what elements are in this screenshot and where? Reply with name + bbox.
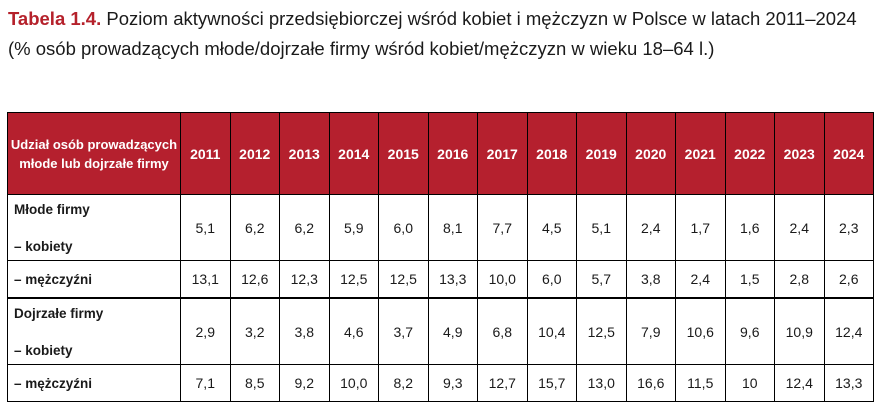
table-cell: 9,6 xyxy=(724,297,775,365)
table-row-mature-women: Dojrzałe firmy – kobiety 2,9 3,2 3,8 4,6… xyxy=(7,297,874,365)
table-cell: 5,1 xyxy=(180,194,231,261)
table-cell: 1,7 xyxy=(675,194,726,261)
table-cell: 16,6 xyxy=(625,364,676,402)
year-header: 2023 xyxy=(774,112,825,195)
table-cell: 13,0 xyxy=(576,364,627,402)
table-cell: 4,6 xyxy=(328,297,379,365)
year-header: 2013 xyxy=(279,112,330,195)
table-cell: 9,2 xyxy=(279,364,330,402)
table-cell: 2,4 xyxy=(774,194,825,261)
table-cell: 7,9 xyxy=(625,297,676,365)
table-cell: 8,2 xyxy=(378,364,429,402)
table-cell: 4,9 xyxy=(427,297,478,365)
year-header: 2018 xyxy=(526,112,577,195)
table-cell: 8,1 xyxy=(427,194,478,261)
table-cell: 3,8 xyxy=(279,297,330,365)
table-cell: 6,2 xyxy=(279,194,330,261)
table-cell: 12,4 xyxy=(774,364,825,402)
table-cell: 12,6 xyxy=(229,260,280,299)
table-cell: 10,9 xyxy=(774,297,825,365)
table-cell: 12,7 xyxy=(477,364,528,402)
table-cell: 12,5 xyxy=(328,260,379,299)
women-label: – kobiety xyxy=(14,342,73,358)
table-cell: 1,6 xyxy=(724,194,775,261)
year-header: 2012 xyxy=(229,112,280,195)
table-cell: 6,8 xyxy=(477,297,528,365)
table-cell: 13,3 xyxy=(823,364,874,402)
year-header: 2024 xyxy=(823,112,874,195)
table-cell: 2,9 xyxy=(180,297,231,365)
table-cell: 7,7 xyxy=(477,194,528,261)
group-title: Dojrzałe firmy xyxy=(14,305,104,321)
table-row-young-women: Młode firmy – kobiety 5,1 6,2 6,2 5,9 6,… xyxy=(7,194,874,261)
table-cell: 2,4 xyxy=(675,260,726,299)
group-title: Młode firmy xyxy=(14,201,90,217)
table-cell: 3,8 xyxy=(625,260,676,299)
table-cell: 10 xyxy=(724,364,775,402)
caption-label: Tabela 1.4. xyxy=(8,8,102,29)
year-header: 2019 xyxy=(576,112,627,195)
table-cell: 12,5 xyxy=(378,260,429,299)
table-cell: 2,6 xyxy=(823,260,874,299)
corner-header: Udział osób prowadzących młode lub dojrz… xyxy=(7,112,181,195)
table-cell: 10,4 xyxy=(526,297,577,365)
table-cell: 12,5 xyxy=(576,297,627,365)
table-cell: 9,3 xyxy=(427,364,478,402)
year-header: 2020 xyxy=(625,112,676,195)
table-cell: 10,6 xyxy=(675,297,726,365)
table-cell: 13,1 xyxy=(180,260,231,299)
year-header: 2016 xyxy=(427,112,478,195)
table-cell: 10,0 xyxy=(477,260,528,299)
row-label: Młode firmy – kobiety xyxy=(7,194,181,261)
header-row: Udział osób prowadzących młode lub dojrz… xyxy=(7,112,874,195)
table-cell: 3,7 xyxy=(378,297,429,365)
year-header: 2021 xyxy=(675,112,726,195)
table-cell: 3,2 xyxy=(229,297,280,365)
table-cell: 11,5 xyxy=(675,364,726,402)
men-label: – mężczyźni xyxy=(7,260,181,299)
men-label: – mężczyźni xyxy=(7,364,181,402)
table-cell: 2,8 xyxy=(774,260,825,299)
table-cell: 15,7 xyxy=(526,364,577,402)
year-header: 2017 xyxy=(477,112,528,195)
table-cell: 13,3 xyxy=(427,260,478,299)
table-cell: 5,9 xyxy=(328,194,379,261)
table-cell: 1,5 xyxy=(724,260,775,299)
table-cell: 6,0 xyxy=(378,194,429,261)
year-header: 2015 xyxy=(378,112,429,195)
row-label: Dojrzałe firmy – kobiety xyxy=(7,297,181,365)
table-cell: 10,0 xyxy=(328,364,379,402)
table-row-young-men: – mężczyźni 13,1 12,6 12,3 12,5 12,5 13,… xyxy=(7,260,874,299)
table-cell: 6,0 xyxy=(526,260,577,299)
caption-text: Poziom aktywności przedsiębiorczej wśród… xyxy=(8,8,857,59)
table-cell: 8,5 xyxy=(229,364,280,402)
table-cell: 2,4 xyxy=(625,194,676,261)
table-cell: 4,5 xyxy=(526,194,577,261)
table-caption: Tabela 1.4. Poziom aktywności przedsiębi… xyxy=(8,4,868,64)
year-header: 2011 xyxy=(180,112,231,195)
year-header: 2022 xyxy=(724,112,775,195)
table-cell: 12,3 xyxy=(279,260,330,299)
table-cell: 5,1 xyxy=(576,194,627,261)
women-label: – kobiety xyxy=(14,238,73,254)
table-row-mature-men: – mężczyźni 7,1 8,5 9,2 10,0 8,2 9,3 12,… xyxy=(7,364,874,402)
table-cell: 6,2 xyxy=(229,194,280,261)
table-cell: 12,4 xyxy=(823,297,874,365)
table-cell: 2,3 xyxy=(823,194,874,261)
data-table: Udział osób prowadzących młode lub dojrz… xyxy=(7,112,874,402)
table-cell: 5,7 xyxy=(576,260,627,299)
year-header: 2014 xyxy=(328,112,379,195)
table-cell: 7,1 xyxy=(180,364,231,402)
